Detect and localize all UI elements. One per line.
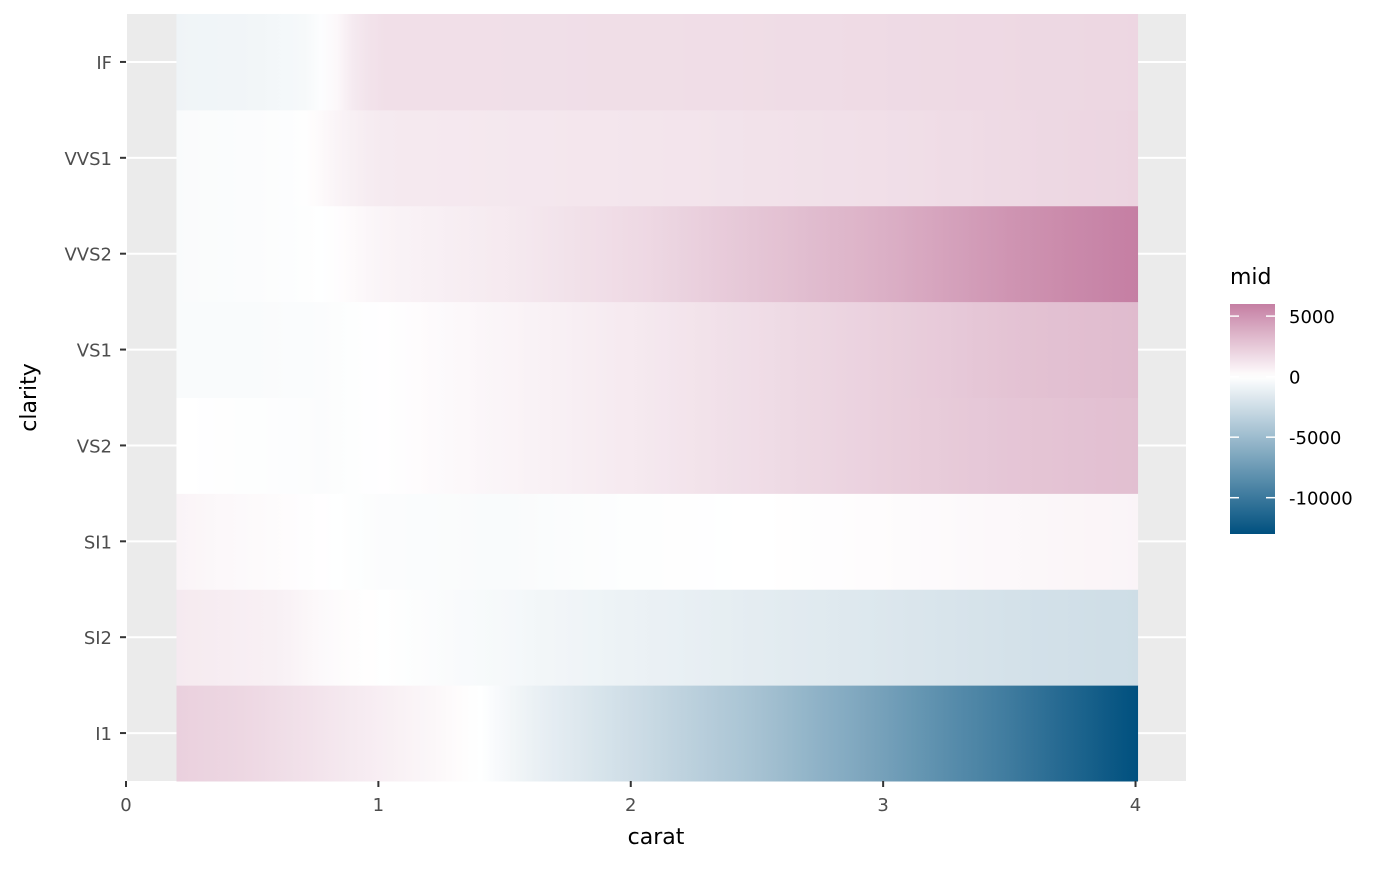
legend-break-label: -10000	[1289, 489, 1353, 510]
x-axis-title: carat	[628, 825, 685, 850]
legend-colorbar	[1230, 304, 1275, 534]
legend-break-label: 5000	[1289, 307, 1335, 328]
x-tick-label: 4	[1130, 795, 1141, 816]
x-tick-label: 1	[373, 795, 384, 816]
y-tick-label: VVS2	[64, 245, 112, 266]
y-tick-label: VVS1	[64, 149, 112, 170]
y-tick-label: VS2	[77, 436, 112, 457]
x-tick-label: 2	[625, 795, 636, 816]
heatmap-row-vs1	[176, 301, 1139, 398]
y-tick-label: SI1	[84, 532, 112, 553]
y-tick-label: I1	[95, 724, 112, 745]
y-axis-title: clarity	[17, 363, 42, 432]
x-tick-label: 3	[877, 795, 888, 816]
heatmap-row-vvs2	[176, 205, 1139, 303]
y-tick-label: VS1	[77, 341, 112, 362]
heatmap-row-i1	[176, 685, 1139, 782]
heatmap-row-si1	[176, 493, 1139, 590]
heatmap-row-if	[176, 14, 1139, 111]
y-tick-label: SI2	[84, 628, 112, 649]
legend-title: mid	[1230, 265, 1272, 290]
legend-break-label: -5000	[1289, 428, 1341, 449]
y-tick-label: IF	[96, 53, 112, 74]
legend-break-label: 0	[1289, 368, 1300, 389]
heatmap-row-vs2	[176, 397, 1139, 494]
x-tick-label: 0	[120, 795, 131, 816]
heatmap-row-vvs1	[176, 109, 1139, 207]
heatmap-row-si2	[176, 589, 1139, 686]
